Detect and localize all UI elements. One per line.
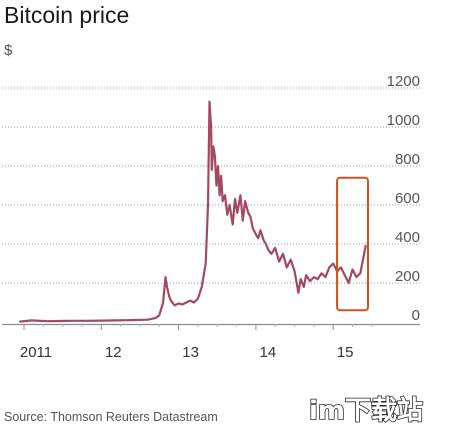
y-unit-label: $ [4, 42, 13, 59]
y-tick-800: 800 [395, 151, 420, 168]
y-tick-labels: 0 200 400 600 800 1000 1200 [387, 73, 420, 324]
x-tick-13: 13 [182, 344, 199, 361]
x-axis: 2011 12 13 14 15 [2, 323, 420, 361]
source-note: Source: Thomson Reuters Datastream [4, 410, 218, 424]
y-tick-1000: 1000 [387, 112, 420, 129]
price-series [19, 100, 367, 323]
y-tick-1200: 1200 [387, 73, 420, 90]
x-tick-12: 12 [105, 344, 122, 361]
y-tick-400: 400 [395, 229, 420, 246]
x-tick-2011: 2011 [20, 344, 52, 361]
y-tick-200: 200 [395, 268, 420, 285]
y-tick-0: 0 [412, 307, 420, 324]
annotations [336, 176, 369, 312]
y-tick-600: 600 [395, 190, 420, 207]
gridlines [2, 87, 420, 284]
chart-title: Bitcoin price [4, 2, 129, 28]
watermark-logo: im下载站 [309, 396, 423, 426]
highlight-box-0 [336, 176, 369, 312]
series-line-0 [19, 100, 367, 323]
x-tick-15: 15 [337, 344, 354, 361]
x-tick-14: 14 [260, 344, 277, 361]
